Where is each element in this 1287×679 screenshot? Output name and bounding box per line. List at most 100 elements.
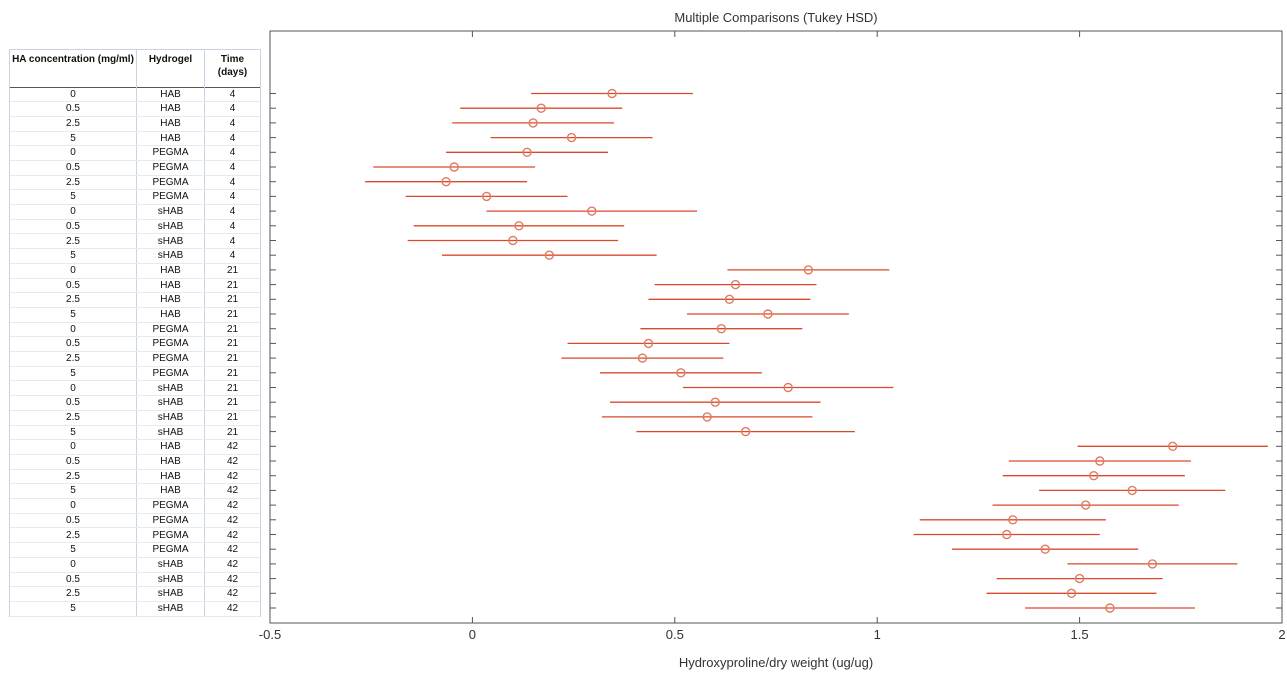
cell-ha-concentration: 0 — [70, 147, 76, 159]
table-row: 0.5 HAB 21 — [10, 279, 260, 294]
cell-hydrogel: PEGMA — [152, 529, 189, 541]
cell-time: 4 — [229, 235, 236, 247]
cell-hydrogel: PEGMA — [152, 544, 189, 556]
cell-ha-concentration: 0.5 — [66, 338, 80, 350]
table-row: 0 sHAB 21 — [10, 382, 260, 397]
axes-frame — [269, 30, 1283, 624]
cell-hydrogel: PEGMA — [152, 338, 189, 350]
table-row: 2.5 HAB 4 — [10, 117, 260, 132]
group-mean-marker — [1168, 441, 1178, 451]
cell-time: 21 — [226, 411, 239, 423]
cell-ha-concentration: 2.5 — [66, 235, 80, 247]
cell-hydrogel: PEGMA — [152, 500, 189, 512]
group-mean-marker — [508, 235, 518, 246]
table-row: 0 sHAB 42 — [10, 558, 260, 573]
table-row: 0.5 sHAB 42 — [10, 573, 260, 588]
cell-hydrogel: HAB — [160, 88, 181, 100]
table-row: 2.5 sHAB 4 — [10, 235, 260, 250]
group-mean-marker — [730, 279, 741, 290]
group-mean-marker — [1127, 485, 1137, 496]
group-mean-marker — [544, 250, 555, 260]
table-row: 0 HAB 4 — [10, 88, 260, 103]
x-tick-label: 0 — [469, 627, 476, 642]
cell-ha-concentration: 0 — [70, 558, 76, 570]
cell-ha-concentration: 5 — [70, 603, 76, 614]
cell-hydrogel: PEGMA — [152, 147, 189, 159]
x-tick-label: 0.5 — [666, 627, 684, 642]
cell-time: 21 — [226, 382, 239, 394]
cell-hydrogel: PEGMA — [152, 162, 189, 173]
table-row: 5 PEGMA 4 — [10, 190, 260, 206]
table-row: 0.5 PEGMA 42 — [10, 514, 260, 529]
group-mean-marker — [1105, 603, 1115, 613]
cell-ha-concentration: 2.5 — [66, 176, 80, 188]
cell-hydrogel: PEGMA — [152, 367, 189, 379]
table-row: 2.5 sHAB 21 — [10, 411, 260, 426]
group-mean-marker — [481, 191, 492, 202]
cell-ha-concentration: 0.5 — [66, 279, 80, 291]
cell-hydrogel: HAB — [160, 279, 181, 291]
cell-ha-concentration: 0.5 — [66, 103, 80, 115]
cell-hydrogel: sHAB — [157, 603, 184, 614]
cell-hydrogel: sHAB — [157, 250, 184, 262]
cell-ha-concentration: 0.5 — [66, 397, 80, 409]
x-tick-label: -0.5 — [259, 627, 281, 642]
cell-time: 21 — [226, 323, 239, 335]
cell-time: 4 — [229, 162, 236, 173]
table-row: 0.5 PEGMA 4 — [10, 161, 260, 176]
cell-time: 42 — [226, 500, 239, 512]
table-row: 0 HAB 21 — [10, 264, 260, 279]
table-header: HA concentration (mg/ml) Hydrogel Time (… — [10, 50, 260, 88]
table-row: 0 PEGMA 21 — [10, 323, 260, 338]
cell-hydrogel: HAB — [160, 456, 181, 467]
cell-time: 21 — [226, 309, 239, 320]
cell-ha-concentration: 0.5 — [66, 162, 80, 173]
cell-hydrogel: sHAB — [157, 411, 184, 423]
cell-hydrogel: sHAB — [157, 397, 184, 409]
cell-ha-concentration: 5 — [70, 367, 76, 379]
cell-time: 42 — [226, 514, 239, 526]
table-row: 2.5 sHAB 42 — [10, 587, 260, 602]
table-row: 5 HAB 21 — [10, 308, 260, 323]
table-row: 5 sHAB 21 — [10, 426, 260, 441]
table-row: 0 sHAB 4 — [10, 205, 260, 220]
cell-time: 4 — [229, 103, 236, 115]
cell-time: 21 — [226, 338, 239, 350]
cell-time: 4 — [229, 250, 236, 262]
cell-time: 42 — [226, 573, 239, 585]
cell-ha-concentration: 0 — [70, 264, 76, 276]
cell-time: 4 — [229, 88, 236, 100]
cell-hydrogel: sHAB — [157, 206, 184, 218]
cell-hydrogel: HAB — [160, 294, 181, 306]
cell-hydrogel: sHAB — [157, 573, 184, 585]
cell-ha-concentration: 2.5 — [66, 588, 80, 600]
group-mean-marker — [637, 353, 648, 363]
cell-time: 42 — [226, 441, 239, 453]
group-mean-marker — [702, 412, 712, 422]
cell-time: 4 — [229, 191, 236, 203]
cell-hydrogel: PEGMA — [152, 353, 189, 365]
cell-hydrogel: sHAB — [157, 588, 184, 600]
cell-time: 4 — [229, 220, 236, 232]
cell-ha-concentration: 5 — [70, 250, 76, 262]
cell-ha-concentration: 2.5 — [66, 470, 80, 482]
cell-time: 42 — [226, 558, 239, 570]
cell-ha-concentration: 2.5 — [66, 294, 80, 306]
group-mean-marker — [643, 338, 654, 349]
cell-hydrogel: sHAB — [157, 220, 184, 232]
table-row: 5 sHAB 4 — [10, 249, 260, 264]
group-mean-marker — [724, 294, 735, 304]
cell-hydrogel: HAB — [160, 470, 181, 482]
chart-title: Multiple Comparisons (Tukey HSD) — [674, 10, 878, 25]
group-mean-marker — [1066, 588, 1077, 598]
group-mean-marker — [676, 368, 686, 378]
cell-time: 21 — [226, 294, 239, 306]
cell-time: 42 — [226, 603, 239, 614]
table-row: 0.5 sHAB 4 — [10, 220, 260, 235]
table-row: 2.5 PEGMA 42 — [10, 529, 260, 544]
cell-ha-concentration: 5 — [70, 426, 76, 438]
cell-ha-concentration: 0 — [70, 206, 76, 218]
table-row: 2.5 PEGMA 4 — [10, 176, 260, 191]
table-row: 0.5 PEGMA 21 — [10, 337, 260, 353]
